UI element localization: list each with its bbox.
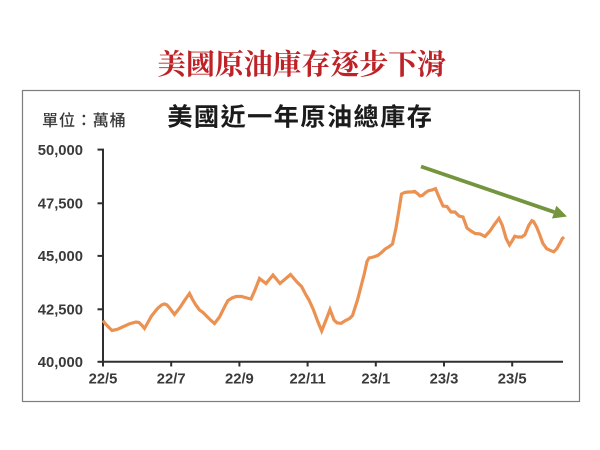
svg-text:22/7: 22/7 [157, 372, 186, 388]
svg-text:45,000: 45,000 [38, 249, 83, 265]
svg-text:42,500: 42,500 [38, 303, 83, 319]
svg-text:50,000: 50,000 [38, 143, 83, 159]
svg-text:23/3: 23/3 [430, 372, 459, 388]
svg-text:22/9: 22/9 [225, 372, 254, 388]
svg-text:23/1: 23/1 [361, 372, 390, 388]
svg-text:22/11: 22/11 [289, 372, 325, 388]
svg-text:47,500: 47,500 [38, 197, 83, 213]
svg-text:22/5: 22/5 [89, 372, 118, 388]
svg-text:40,000: 40,000 [38, 355, 83, 371]
svg-text:23/5: 23/5 [498, 372, 527, 388]
